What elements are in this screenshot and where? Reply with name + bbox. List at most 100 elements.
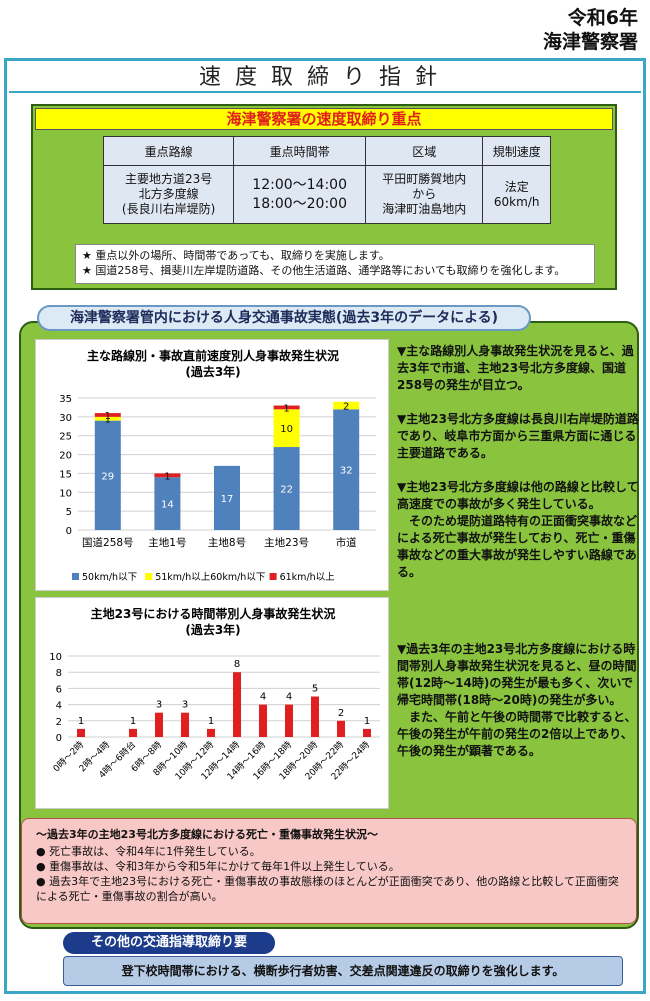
bar: [207, 728, 215, 737]
data-label: 14: [161, 500, 174, 511]
route-line-2: 北方多度線: [138, 187, 199, 201]
data-label: 1: [130, 716, 136, 727]
legend-label: 61km/h以上: [280, 572, 336, 583]
y-tick-label: 35: [59, 394, 72, 405]
page-title: 速度取締り指針: [9, 63, 641, 93]
priority-table: 重点路線 重点時間帯 区域 規制速度 主要地方道23号 北方多度線 (長良川右岸…: [102, 136, 551, 224]
legend-swatch: [269, 573, 277, 580]
bar-segment: [273, 409, 300, 448]
bar: [181, 712, 189, 737]
chart-route: 主な路線別・事故直前速度別人身事故発生状況 (過去3年) 0 5 10 15 20 25 30 3…: [35, 339, 389, 591]
bar: [337, 720, 345, 737]
legend-swatch: [145, 573, 153, 580]
note-2: ★ 国道258号、揖斐川左岸堤防道路、その他生活道路、通学路等においても取締りを…: [82, 264, 566, 277]
col-time: 重点時間帯: [233, 136, 367, 166]
bar-segment: [273, 405, 300, 410]
y-tick-label: 0: [66, 526, 72, 537]
y-tick-label: 5: [66, 507, 72, 518]
bar: [77, 728, 85, 737]
data-label: 4: [260, 692, 266, 703]
route-line-3: (長良川右岸堤防): [121, 202, 216, 216]
speed-line-1: 法定: [504, 179, 529, 194]
priority-title: 海津警察署の速度取締り重点: [35, 108, 613, 130]
data-label: 2: [343, 402, 349, 413]
bar-segment: [154, 473, 181, 478]
side-p2: ▼主地23号北方多度線は長良川右岸堤防道路であり、岐阜市方面から三重県方面に通じ…: [397, 412, 639, 460]
main-frame: 速度取締り指針 海津警察署の速度取締り重点 重点路線 重点時間帯 区域 規制速度…: [4, 58, 646, 994]
speed-line-2: 60km/h: [493, 194, 540, 209]
legend-swatch: [72, 573, 79, 580]
data-label: 3: [182, 700, 188, 711]
chart-title: 主地23号における時間帯別人身事故発生状況: [91, 606, 336, 621]
data-label: 1: [105, 411, 111, 422]
legend-label: 51km/h以上60km/h以下: [155, 572, 265, 583]
y-tick-label: 10: [59, 488, 72, 499]
header-year: 令和6年: [567, 7, 638, 29]
data-label: 32: [340, 466, 353, 477]
bar-segment: [94, 413, 121, 417]
bar-segment: [154, 477, 181, 530]
header-org: 海津警察署: [542, 31, 638, 53]
data-label: 4: [286, 692, 292, 703]
area-line-2: から: [412, 187, 437, 201]
data-label: 17: [221, 494, 234, 505]
fatal-item-3: ● 過去3年で主地23号における死亡・重傷事故の事故態様のほとんどが正面衝突であ…: [36, 875, 619, 903]
x-tick-label: 主地8号: [208, 536, 246, 549]
bar: [233, 672, 241, 737]
data-label: 2: [338, 708, 344, 719]
data-label: 1: [364, 716, 370, 727]
bar: [311, 696, 319, 737]
y-tick-label: 25: [59, 432, 72, 443]
side-p1: ▼主な路線別人身事故発生状況を見ると、過去3年で市道、主地23号北方多度線、国道…: [397, 344, 634, 392]
x-tick-label: 市道: [336, 536, 357, 549]
col-speed: 規制速度: [482, 136, 551, 166]
chart-time: 主地23号における時間帯別人身事故発生状況 (過去3年) 0 2 4 6 8 10 1 0時～2時…: [35, 597, 389, 809]
fatal-scroll: ～過去3年の主地23号北方多度線における死亡・重傷事故発生状況～ ● 死亡事故は…: [21, 818, 637, 924]
data-label: 29: [101, 471, 114, 482]
side-p3: ▼主地23号北方多度線は他の路線と比較して高速度での事故が多く発生している。: [397, 480, 639, 511]
data-label: 1: [105, 415, 111, 426]
y-tick-label: 8: [56, 668, 62, 679]
data-label: 8: [234, 659, 240, 670]
time-line-1: 12:00～14:00: [252, 176, 347, 193]
data-label: 1: [78, 716, 84, 727]
y-tick-label: 2: [56, 717, 62, 728]
time-line-2: 18:00～20:00: [252, 195, 347, 212]
data-label: 5: [312, 684, 318, 695]
legend-label: 50km/h以下: [82, 572, 137, 583]
bar: [285, 704, 293, 737]
col-route: 重点路線: [102, 136, 235, 166]
y-tick-label: 10: [49, 652, 62, 663]
side-p5: ▼過去3年の主地23号北方多度線における時間帯別人身事故発生状況を見ると、昼の時…: [397, 642, 637, 707]
priority-notes: ★ 重点以外の場所、時間帯であっても、取締りを実施します。 ★ 国道258号、揖…: [75, 244, 595, 284]
cell-route: 主要地方道23号 北方多度線 (長良川右岸堤防): [102, 165, 235, 224]
bar: [129, 728, 137, 737]
section-title: 海津警察署管内における人身交通事故実態(過去3年のデータによる): [37, 305, 531, 331]
cell-speed: 法定 60km/h: [482, 165, 551, 224]
route-chart-svg: 主な路線別・事故直前速度別人身事故発生状況(過去3年) 0 5 10 15 20 25 30 3…: [59, 348, 376, 583]
header: 令和6年 海津警察署: [543, 6, 638, 54]
time-chart-svg: 主地23号における時間帯別人身事故発生状況(過去3年)024681010時～2時…: [49, 606, 380, 782]
priority-panel: 海津警察署の速度取締り重点 重点路線 重点時間帯 区域 規制速度 主要地方道23…: [31, 104, 617, 290]
side-text-1: ▼主な路線別人身事故発生状況を見ると、過去3年で市道、主地23号北方多度線、国道…: [397, 343, 639, 598]
bar: [155, 712, 163, 737]
y-tick-label: 4: [56, 701, 62, 712]
note-1: ★ 重点以外の場所、時間帯であっても、取締りを実施します。: [82, 249, 390, 262]
side-p6: また、午前と午後の時間帯で比較すると、午後の発生が午前の発生の2倍以上であり、午…: [397, 710, 637, 758]
y-tick-label: 6: [56, 684, 62, 695]
other-title: その他の交通指導取締り要: [63, 932, 275, 954]
chart-subtitle: (過去3年): [185, 622, 240, 637]
chart-title: 主な路線別・事故直前速度別人身事故発生状況: [87, 348, 339, 363]
x-tick-label: 主地23号: [264, 536, 309, 549]
data-label: 22: [280, 485, 293, 496]
y-tick-label: 20: [59, 451, 72, 462]
bar-segment: [94, 420, 121, 530]
data-label: 1: [208, 716, 214, 727]
bar: [363, 728, 371, 737]
y-tick-label: 15: [59, 469, 72, 480]
chart-subtitle: (過去3年): [185, 364, 240, 379]
bar-segment: [273, 447, 300, 530]
x-tick-label: 国道258号: [82, 536, 134, 549]
cell-time: 12:00～14:00 18:00～20:00: [233, 165, 367, 224]
area-line-3: 海津町油島地内: [382, 202, 467, 216]
